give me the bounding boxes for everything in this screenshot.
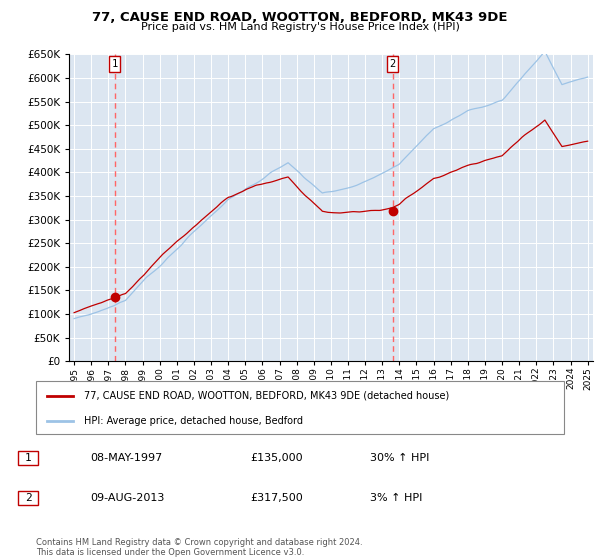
Text: Price paid vs. HM Land Registry's House Price Index (HPI): Price paid vs. HM Land Registry's House … (140, 22, 460, 32)
FancyBboxPatch shape (36, 381, 564, 434)
Text: 08-MAY-1997: 08-MAY-1997 (90, 452, 162, 463)
Text: £317,500: £317,500 (250, 493, 303, 503)
Text: 2: 2 (25, 493, 31, 503)
FancyBboxPatch shape (18, 491, 38, 505)
Text: 1: 1 (112, 59, 118, 69)
Text: 3% ↑ HPI: 3% ↑ HPI (370, 493, 422, 503)
Text: Contains HM Land Registry data © Crown copyright and database right 2024.
This d: Contains HM Land Registry data © Crown c… (36, 538, 362, 557)
FancyBboxPatch shape (18, 450, 38, 465)
Text: £135,000: £135,000 (250, 452, 302, 463)
Text: HPI: Average price, detached house, Bedford: HPI: Average price, detached house, Bedf… (83, 416, 302, 426)
Text: 30% ↑ HPI: 30% ↑ HPI (370, 452, 430, 463)
Text: 77, CAUSE END ROAD, WOOTTON, BEDFORD, MK43 9DE: 77, CAUSE END ROAD, WOOTTON, BEDFORD, MK… (92, 11, 508, 24)
Text: 1: 1 (25, 452, 31, 463)
Text: 2: 2 (389, 59, 396, 69)
Text: 09-AUG-2013: 09-AUG-2013 (90, 493, 164, 503)
Text: 77, CAUSE END ROAD, WOOTTON, BEDFORD, MK43 9DE (detached house): 77, CAUSE END ROAD, WOOTTON, BEDFORD, MK… (83, 391, 449, 401)
